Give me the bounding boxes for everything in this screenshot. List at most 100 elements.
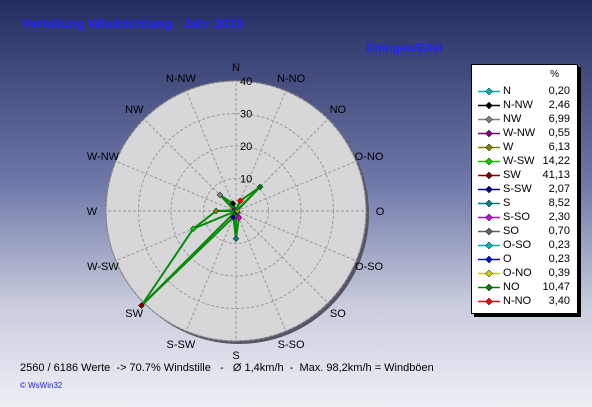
legend-value: 6,99 <box>548 113 570 125</box>
legend-label: W-SW <box>503 155 535 167</box>
legend-value: 14,22 <box>542 155 570 167</box>
legend-value: 10,47 <box>542 281 570 293</box>
radial-tick-label: 10 <box>240 174 252 186</box>
legend-marker <box>478 283 500 292</box>
marker-nw <box>216 191 224 199</box>
legend-marker <box>478 157 500 166</box>
legend-label: NO <box>503 281 520 293</box>
grid-spoke <box>235 160 357 212</box>
legend-label: N-NO <box>503 295 532 307</box>
legend-value: 0,20 <box>548 85 570 97</box>
legend-label: N <box>503 85 511 97</box>
radial-tick-label: 30 <box>240 109 252 121</box>
grid-ring <box>105 80 367 342</box>
chart-title: Verteilung Windrichtung Jahr 2019 <box>22 16 243 31</box>
legend-item: S-SO 2,30 <box>476 211 574 224</box>
direction-label: SW <box>125 308 143 320</box>
legend-label: W-NW <box>503 127 536 139</box>
grid-spoke <box>235 90 287 212</box>
direction-label: S-SO <box>278 339 305 351</box>
grid-spoke <box>185 210 237 332</box>
legend-label: O-NO <box>503 267 532 279</box>
grid-spoke <box>235 210 357 262</box>
legend-item: S-SW 2,07 <box>476 183 574 196</box>
marker-sw <box>138 302 145 309</box>
legend-value: 0,23 <box>548 253 570 265</box>
legend-label: O <box>503 253 512 265</box>
grid-spoke <box>235 210 287 332</box>
direction-label: O-SO <box>355 261 384 273</box>
legend-label: NW <box>503 113 522 125</box>
legend-marker <box>478 143 500 152</box>
direction-label: W <box>87 206 98 218</box>
legend-value: 8,52 <box>548 197 570 209</box>
legend-item: S 8,52 <box>476 197 574 210</box>
grid-spoke <box>185 90 237 212</box>
grid-spoke <box>115 160 237 212</box>
marker-s-so <box>235 214 243 222</box>
legend-marker <box>478 101 500 110</box>
legend-label: N-NW <box>503 99 533 111</box>
legend-marker <box>478 241 500 250</box>
direction-label: W-NW <box>87 151 120 163</box>
marker-w <box>212 207 220 215</box>
data-layer <box>138 183 264 309</box>
legend-unit: % <box>550 69 559 80</box>
legend-item: O-NO 0,39 <box>476 267 574 280</box>
legend-value: 0,70 <box>548 225 570 237</box>
legend-value: 6,13 <box>548 141 570 153</box>
legend-marker <box>478 227 500 236</box>
direction-label: W-SW <box>87 261 119 273</box>
legend-value: 2,07 <box>548 183 570 195</box>
marker-s <box>232 235 240 243</box>
direction-label: N-NO <box>277 73 306 85</box>
legend-label: O-SO <box>503 239 532 251</box>
legend-marker <box>478 213 500 222</box>
direction-label: NW <box>125 104 144 116</box>
marker-n-no <box>236 197 244 205</box>
legend-item: SW 41,13 <box>476 169 574 182</box>
legend-item: N 0,20 <box>476 85 574 98</box>
legend-item: W-NW 0,55 <box>476 127 574 140</box>
location-label: Ettingen/Eifel <box>366 41 443 55</box>
legend-marker <box>478 297 500 306</box>
legend-item: N-NW 2,46 <box>476 99 574 112</box>
software-brand: © WsWin32 <box>20 381 63 390</box>
legend-item: W-SW 14,22 <box>476 155 574 168</box>
legend-marker <box>478 115 500 124</box>
radial-tick-label: 20 <box>240 141 252 153</box>
legend: % N 0,20 N-NW 2,46 NW 6,99 W-NW 0,55 W 6,13 W-SW 14… <box>471 64 578 314</box>
legend-value: 0,23 <box>548 239 570 251</box>
legend-item: NO 10,47 <box>476 281 574 294</box>
legend-item: SO 0,70 <box>476 225 574 238</box>
ray-w-sw <box>192 210 237 230</box>
direction-label: NO <box>330 104 347 116</box>
legend-value: 0,39 <box>548 267 570 279</box>
legend-marker <box>478 185 500 194</box>
legend-item: NW 6,99 <box>476 113 574 126</box>
legend-marker <box>478 129 500 138</box>
ray-sw <box>140 210 237 307</box>
legend-marker <box>478 87 500 96</box>
direction-label: O-NO <box>355 151 384 163</box>
direction-label: N-NW <box>166 73 197 85</box>
direction-label: S <box>232 350 239 362</box>
legend-value: 2,46 <box>548 99 570 111</box>
legend-marker <box>478 255 500 264</box>
grid-spoke <box>235 210 329 304</box>
legend-label: SO <box>503 225 519 237</box>
direction-label: S-SW <box>167 339 196 351</box>
direction-label: O <box>376 206 385 218</box>
legend-label: W <box>503 141 514 153</box>
ray-no <box>235 186 261 212</box>
legend-item: O 0,23 <box>476 253 574 266</box>
legend-marker <box>478 171 500 180</box>
marker-no <box>256 183 264 191</box>
stats-footer: 2560 / 6186 Werte -> 70.7% Windstille - … <box>20 362 434 374</box>
legend-label: S-SW <box>503 183 532 195</box>
radial-tick-label: 40 <box>240 76 252 88</box>
legend-label: S-SO <box>503 211 530 223</box>
legend-marker <box>478 269 500 278</box>
legend-label: SW <box>503 169 521 181</box>
